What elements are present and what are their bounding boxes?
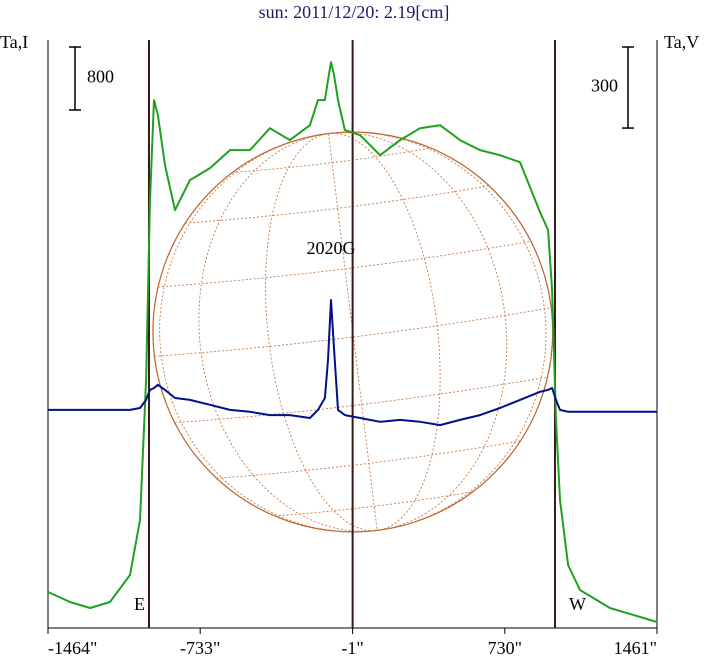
meridian xyxy=(328,133,378,531)
globe-grid xyxy=(154,131,552,533)
meridian xyxy=(328,131,547,531)
limb-label: W xyxy=(569,594,586,614)
meridian xyxy=(328,132,441,531)
x-tick-label: -733" xyxy=(180,638,220,658)
x-tick-label: 730" xyxy=(488,638,522,658)
parallel xyxy=(232,147,431,173)
y-axis-label: Ta,I xyxy=(0,32,28,52)
x-tick-label: 1461" xyxy=(614,638,657,658)
parallel xyxy=(185,185,490,224)
parallel xyxy=(154,307,552,357)
annotation: 2020G xyxy=(306,238,355,258)
series-line xyxy=(47,61,658,623)
y2-axis-label: Ta,V xyxy=(664,32,699,52)
scale-label: 300 xyxy=(591,76,618,96)
scale-label: 800 xyxy=(87,67,114,87)
series-line xyxy=(48,299,657,427)
meridian xyxy=(159,133,378,533)
parallel xyxy=(274,491,474,517)
meridian xyxy=(328,132,508,531)
x-tick-label: -1" xyxy=(341,638,363,658)
parallel xyxy=(158,240,531,288)
meridian xyxy=(265,133,378,532)
parallel xyxy=(174,376,548,424)
x-tick-label: -1464" xyxy=(48,638,97,658)
meridian xyxy=(198,133,378,532)
limb-label: E xyxy=(134,594,145,614)
parallel xyxy=(216,440,521,479)
chart-title: sun: 2011/12/20: 2.19[cm] xyxy=(259,2,450,22)
